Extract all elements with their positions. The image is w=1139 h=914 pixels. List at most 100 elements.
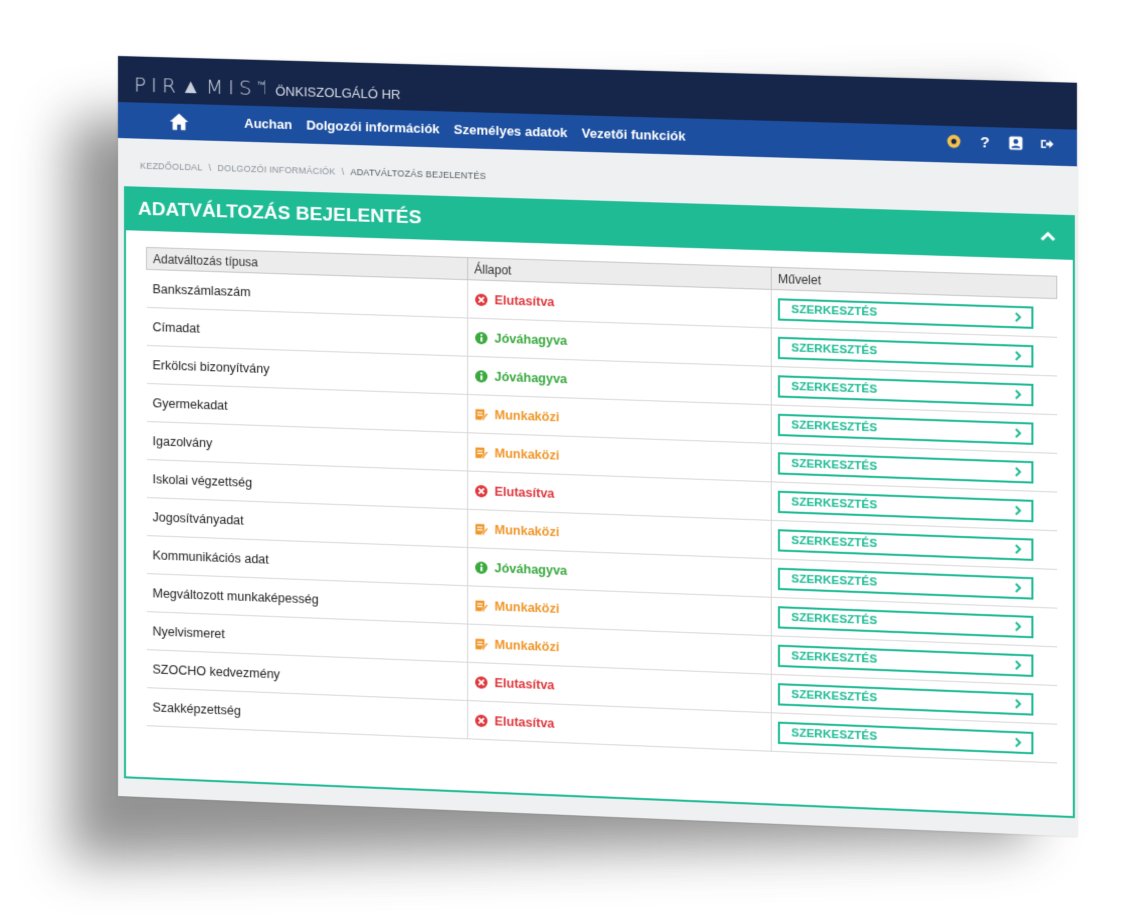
status-label: Jóváhagyva: [494, 560, 568, 578]
nav-menu: Auchan Dolgozói információk Személyes ad…: [244, 116, 700, 144]
table-row: Erkölcsi bizonyítvány Jóváhagyva SZERKESZT…: [146, 345, 1057, 415]
chevron-right-icon: [1013, 698, 1023, 709]
app-title: ÖNKISZOLGÁLÓ HR: [275, 83, 401, 103]
table-row: Gyermekadat Munkaközi SZERKESZTÉS: [146, 383, 1057, 454]
edit-button-label: SZERKESZTÉS: [791, 457, 878, 473]
edit-note-icon: [474, 522, 488, 537]
status-label: Jóváhagyva: [494, 369, 568, 386]
edit-button-label: SZERKESZTÉS: [791, 303, 878, 319]
table-row: Iskolai végzettség Elutasítva SZERKESZTÉS: [146, 459, 1057, 531]
edit-button-label: SZERKESZTÉS: [791, 649, 878, 666]
row-status: Elutasítva: [467, 700, 772, 752]
edit-button[interactable]: SZERKESZTÉS: [777, 721, 1034, 754]
edit-button-label: SZERKESZTÉS: [791, 726, 878, 743]
rejected-icon: [474, 292, 488, 307]
help-icon[interactable]: ?: [980, 133, 990, 152]
row-status: Munkaközi: [467, 585, 772, 636]
status-label: Elutasítva: [494, 292, 555, 309]
chevron-right-icon: [1013, 543, 1023, 554]
chevron-right-icon: [1013, 350, 1023, 361]
chevron-right-icon: [1013, 737, 1023, 748]
edit-button-label: SZERKESZTÉS: [791, 688, 878, 704]
profile-icon[interactable]: [1007, 134, 1026, 153]
row-status: Elutasítva: [467, 279, 772, 328]
row-status: Munkaközi: [467, 432, 772, 482]
chevron-right-icon: [1013, 621, 1023, 632]
table-row: SZOCHO kedvezmény Elutasítva SZERKESZTÉS: [146, 649, 1057, 725]
app-window: PIR▲MIS™ ÖNKISZOLGÁLÓ HR Auchan Dolgozói…: [118, 56, 1077, 837]
row-status: Munkaközi: [467, 509, 772, 559]
edit-button[interactable]: SZERKESZTÉS: [777, 644, 1034, 677]
panel-title: ADATVÁLTOZÁS BEJELENTÉS: [137, 198, 422, 229]
table-row: Kommunikációs adat Jóváhagyva SZERKESZTÉS: [146, 535, 1057, 609]
table-row: Jogosítványadat Munkaközi SZERKESZTÉS: [146, 497, 1057, 570]
row-status: Jóváhagyva: [467, 356, 772, 405]
status-label: Munkaközi: [494, 522, 560, 539]
edit-button[interactable]: SZERKESZTÉS: [777, 605, 1034, 638]
chevron-right-icon: [1013, 659, 1023, 670]
edit-button[interactable]: SZERKESZTÉS: [777, 451, 1034, 484]
table-body: Bankszámlaszám Elutasítva SZERKESZTÉS Címad…: [146, 269, 1057, 763]
row-status: Jóváhagyva: [467, 317, 772, 367]
chevron-right-icon: [1013, 505, 1023, 516]
home-icon[interactable]: [168, 110, 190, 133]
eye-icon[interactable]: [945, 132, 964, 151]
logout-icon[interactable]: [1038, 135, 1057, 154]
table-row: Megváltozott munkaképesség Munkaközi SZERK…: [146, 573, 1057, 647]
edit-note-icon: [474, 445, 488, 460]
status-label: Munkaközi: [494, 407, 560, 424]
nav-item-auchan[interactable]: Auchan: [244, 115, 293, 133]
status-label: Munkaközi: [494, 598, 560, 616]
status-label: Elutasítva: [494, 713, 555, 731]
edit-button-label: SZERKESZTÉS: [791, 418, 878, 434]
edit-button-label: SZERKESZTÉS: [791, 380, 878, 396]
main-nav: Auchan Dolgozói információk Személyes ad…: [118, 102, 1077, 167]
info-icon: [474, 330, 488, 345]
edit-button[interactable]: SZERKESZTÉS: [777, 528, 1034, 561]
edit-button-label: SZERKESZTÉS: [791, 341, 878, 357]
nav-item-employee-info[interactable]: Dolgozói információk: [306, 117, 440, 137]
row-status: Munkaközi: [467, 394, 772, 444]
rejected-icon: [474, 675, 488, 690]
status-label: Elutasítva: [494, 675, 555, 692]
header-divider: [264, 80, 266, 95]
chevron-right-icon: [1013, 466, 1023, 477]
data-change-table: Adatváltozás típusa Állapot Művelet Bank…: [146, 247, 1057, 764]
chevron-right-icon: [1013, 582, 1023, 593]
breadcrumb-employee-info[interactable]: DOLGOZÓI INFORMÁCIÓK: [217, 162, 336, 177]
row-status: Munkaközi: [467, 624, 772, 675]
table-row: Címadat Jóváhagyva SZERKESZTÉS: [146, 307, 1057, 376]
status-label: Jóváhagyva: [494, 330, 568, 348]
breadcrumb-separator: \: [208, 162, 212, 173]
nav-item-personal-data[interactable]: Személyes adatok: [453, 121, 568, 141]
edit-button-label: SZERKESZTÉS: [791, 495, 878, 512]
data-change-panel: ADATVÁLTOZÁS BEJELENTÉS Adatváltozás típ…: [123, 186, 1075, 819]
chevron-right-icon: [1013, 389, 1023, 400]
edit-button[interactable]: SZERKESZTÉS: [777, 297, 1034, 329]
breadcrumb-separator: \: [341, 166, 345, 177]
info-icon: [474, 369, 488, 384]
table-row: Nyelvismeret Munkaközi SZERKESZTÉS: [146, 611, 1057, 686]
rejected-icon: [474, 483, 488, 498]
nav-item-manager-functions[interactable]: Vezetői funkciók: [581, 125, 686, 144]
status-label: Elutasítva: [494, 484, 555, 501]
breadcrumb-home[interactable]: KEZDŐOLDAL: [139, 160, 203, 173]
edit-button[interactable]: SZERKESZTÉS: [777, 490, 1034, 522]
chevron-up-icon[interactable]: [1038, 226, 1059, 247]
edit-note-icon: [474, 598, 488, 613]
row-status: Elutasítva: [467, 471, 772, 521]
edit-button[interactable]: SZERKESZTÉS: [777, 413, 1034, 445]
table-row: Bankszámlaszám Elutasítva SZERKESZTÉS: [146, 269, 1057, 338]
row-status: Jóváhagyva: [467, 547, 772, 598]
table-row: Igazolvány Munkaközi SZERKESZTÉS: [146, 421, 1057, 493]
edit-button[interactable]: SZERKESZTÉS: [777, 682, 1034, 716]
edit-button[interactable]: SZERKESZTÉS: [777, 336, 1034, 368]
row-status: Elutasítva: [467, 662, 772, 713]
edit-button[interactable]: SZERKESZTÉS: [777, 567, 1034, 600]
chevron-right-icon: [1013, 311, 1023, 322]
edit-note-icon: [474, 407, 488, 422]
chevron-right-icon: [1013, 427, 1023, 438]
edit-button[interactable]: SZERKESZTÉS: [777, 374, 1034, 406]
nav-icons: ?: [945, 132, 1057, 154]
rejected-icon: [474, 713, 488, 728]
